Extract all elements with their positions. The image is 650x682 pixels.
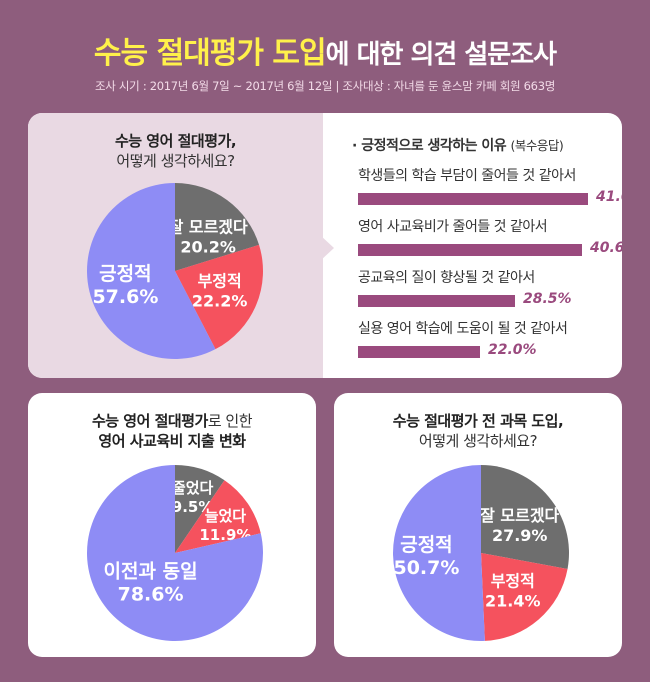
question-2-rest: 로 인한 [207, 412, 253, 430]
question-1-rest: 어떻게 생각하세요? [116, 152, 235, 170]
question-3-rest: 어떻게 생각하세요? [418, 432, 538, 450]
pie-slice [393, 465, 485, 641]
pie-slice-value: 50.7% [393, 557, 459, 579]
question-3-bold: 수능 절대평가 전 과목 도입, [392, 412, 564, 430]
question-1: 수능 영어 절대평가, 어떻게 생각하세요? [28, 131, 323, 171]
reason-label: 실용 영어 학습에 도움이 될 것 같아서 [358, 321, 568, 337]
panel-private-education-cost: 수능 영어 절대평가로 인한 영어 사교육비 지출 변화 줄었다 9.5% 늘었다 1… [28, 393, 316, 657]
pie-slice-label: 잘 모르겠다 [169, 218, 248, 237]
question-1-bold: 수능 영어 절대평가, [114, 132, 237, 150]
reason-value: 28.5% [523, 291, 572, 307]
pie-slice-label: 잘 모르겠다 [480, 506, 559, 525]
reason-label: 학생들의 학습 부담이 줄어들 것 같아서 [358, 168, 576, 184]
pie-slice [175, 480, 261, 553]
pie-slice [175, 183, 260, 271]
question-2-bold-a: 수능 영어 절대평가 [91, 412, 208, 430]
survey-info: 조사 시기 : 2017년 6월 7일 ~ 2017년 6월 12일 | 조사대… [94, 79, 555, 93]
reason-label: 영어 사교육비가 줄어들 것 같아서 [358, 219, 548, 235]
panel-arrow [320, 235, 334, 261]
pie-slice-label: 늘었다 [205, 507, 247, 525]
page-title: 수능 절대평가 도입에 대한 의견 설문조사 [0, 28, 650, 72]
reason-value: 41.6% [596, 189, 622, 205]
pie-slice [87, 465, 263, 641]
reason-label: 공교육의 질이 향상될 것 같아서 [358, 270, 535, 286]
pie-slice-label: 긍정적 [400, 534, 452, 556]
pie-slice-value: 78.6% [118, 584, 184, 606]
title-rest: 에 대한 의견 설문조사 [325, 40, 557, 70]
reasons-title: · 긍정적으로 생각하는 이유 (복수응답) [352, 135, 564, 155]
pie-slice [175, 244, 263, 350]
pie-slice [175, 465, 225, 553]
pie-slice-value: 27.9% [492, 526, 548, 545]
pie-slice [481, 465, 569, 569]
pie-slice-value: 57.6% [92, 286, 158, 308]
reason-bar [358, 193, 588, 205]
pie-slice-label: 줄었다 [172, 479, 214, 497]
reason-value: 40.6% [590, 240, 622, 256]
reason-bar [358, 346, 480, 358]
pie-slice-value: 22.2% [192, 292, 248, 311]
question-2: 수능 영어 절대평가로 인한 영어 사교육비 지출 변화 [28, 411, 316, 451]
question-2-bold-b: 영어 사교육비 지출 변화 [98, 432, 246, 450]
reason-bar [358, 244, 582, 256]
pie-slice [481, 553, 568, 641]
reasons-title-text: · 긍정적으로 생각하는 이유 [352, 138, 507, 154]
question-3: 수능 절대평가 전 과목 도입, 어떻게 생각하세요? [334, 411, 622, 451]
pie-slice-label: 이전과 동일 [104, 561, 198, 583]
reason-value: 22.0% [488, 342, 537, 358]
panel-all-subjects-absolute-eval: 수능 절대평가 전 과목 도입, 어떻게 생각하세요? 잘 모르겠다 27.9% 부… [334, 393, 622, 657]
pie-slice-value: 9.5% [172, 498, 214, 516]
pie-slice-value: 20.2% [180, 238, 236, 257]
reason-bar [358, 295, 515, 307]
pie-slice-label: 부정적 [491, 572, 535, 591]
pie-slice-value: 21.4% [485, 592, 541, 611]
pie-slice [87, 183, 216, 359]
title-highlight: 수능 절대평가 도입 [93, 36, 327, 71]
panel-english-absolute-eval: 수능 영어 절대평가, 어떻게 생각하세요? 잘 모르겠다 20.2% 부정적 22.… [28, 113, 622, 378]
reasons-note: (복수응답) [510, 138, 564, 153]
pie-slice-label: 부정적 [198, 272, 242, 291]
pie-slice-label: 긍정적 [99, 263, 151, 285]
